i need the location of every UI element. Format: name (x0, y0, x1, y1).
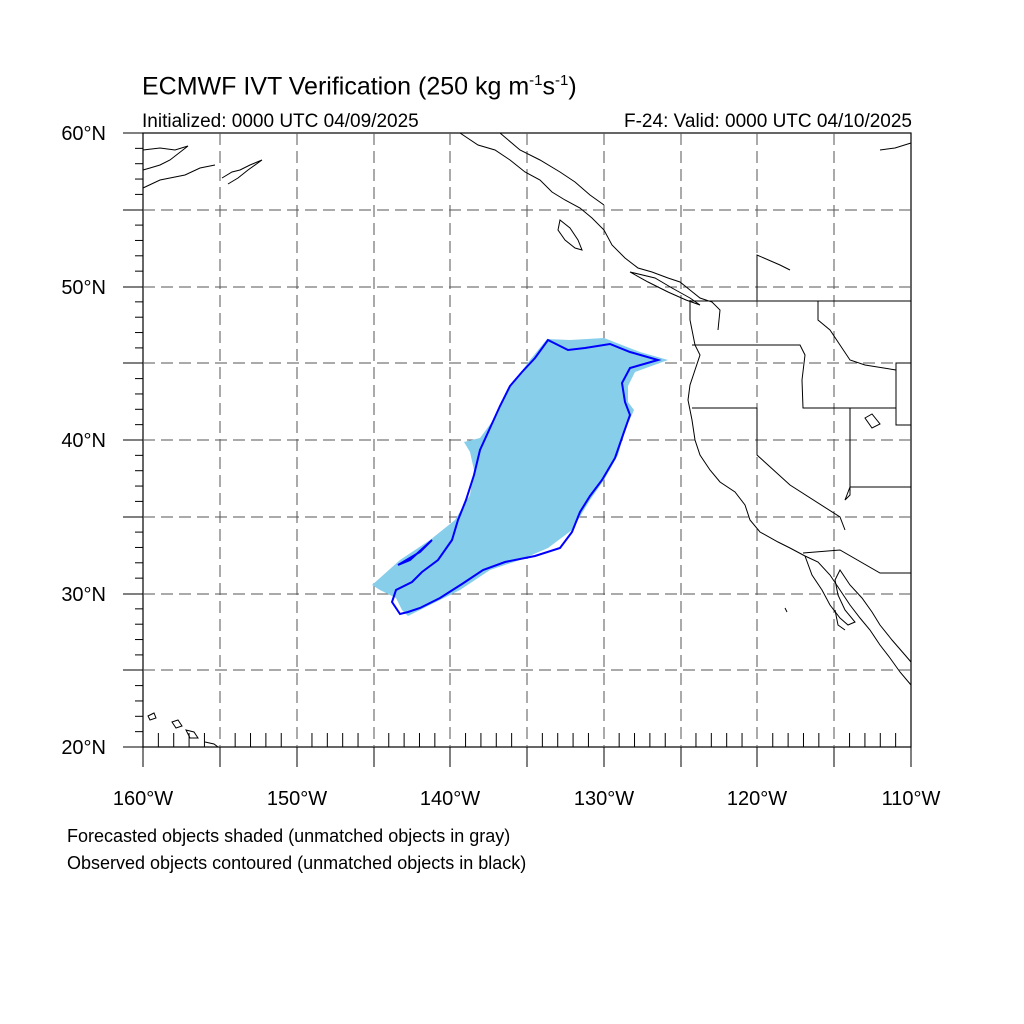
lat-label-60n: 60°N (61, 123, 106, 145)
lon-label-120w: 120°W (727, 788, 787, 810)
axis-ticks (123, 132, 912, 767)
lon-label-160w: 160°W (113, 788, 173, 810)
coastlines (142, 132, 912, 748)
chart-title: ECMWF IVT Verification (250 kg m-1s-1) (142, 72, 577, 101)
caption-observed: Observed objects contoured (unmatched ob… (67, 853, 527, 873)
init-time-label: Initialized: 0000 UTC 04/09/2025 (142, 111, 419, 132)
gridlines (143, 133, 911, 747)
observed-ivt-contour-tail (397, 539, 433, 566)
lat-label-20n: 20°N (61, 737, 106, 759)
lon-label-150w: 150°W (267, 788, 327, 810)
lat-label-30n: 30°N (61, 584, 106, 606)
forecast-ivt-object (372, 338, 668, 616)
lon-label-140w: 140°W (420, 788, 480, 810)
valid-time-label: F-24: Valid: 0000 UTC 04/10/2025 (624, 111, 912, 132)
lon-label-130w: 130°W (574, 788, 634, 810)
lat-label-40n: 40°N (61, 430, 106, 452)
lat-label-50n: 50°N (61, 277, 106, 299)
lon-label-110w: 110°W (882, 788, 941, 810)
minor-ticks (135, 147, 897, 747)
caption-forecast: Forecasted objects shaded (unmatched obj… (67, 826, 511, 846)
observed-ivt-contour (390, 338, 662, 616)
